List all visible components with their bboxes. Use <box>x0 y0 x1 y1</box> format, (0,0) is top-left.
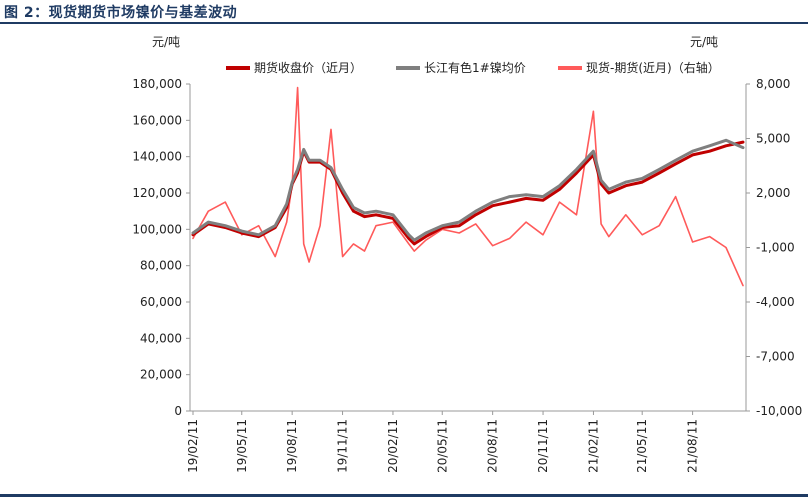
x-tick-label: 20/08/11 <box>486 419 500 473</box>
y-left-unit-label: 元/吨 <box>152 35 180 49</box>
y-left-tick-label: 60,000 <box>140 295 182 309</box>
x-tick-label: 21/08/11 <box>686 419 700 473</box>
x-tick-label: 21/02/11 <box>586 419 600 473</box>
y-right-unit-label: 元/吨 <box>690 35 718 49</box>
y-right-tick-label: -4,000 <box>756 295 795 309</box>
y-left-tick-label: 40,000 <box>140 331 182 345</box>
series-spot-line <box>191 138 745 242</box>
y-left-tick-label: 160,000 <box>132 113 182 127</box>
y-right-tick-label: 2,000 <box>756 186 790 200</box>
title-divider <box>0 22 808 24</box>
bottom-divider <box>0 494 808 497</box>
nickel-price-chart: 0 20,000 40,000 60,000 80,000 100,000 120,000 1… <box>132 35 802 473</box>
y-left-tick-label: 120,000 <box>132 186 182 200</box>
y-right-tick-label: -1,000 <box>756 241 795 255</box>
x-tick-label: 21/05/11 <box>635 419 649 473</box>
x-tick-label: 19/08/11 <box>285 419 299 473</box>
series-basis-line <box>192 86 744 287</box>
x-tick-label: 20/11/11 <box>536 419 550 473</box>
y-left-tick-label: 180,000 <box>132 77 182 91</box>
y-left-tick-label: 0 <box>174 404 182 418</box>
y-left-tick-label: 140,000 <box>132 150 182 164</box>
y-left-tick-label: 80,000 <box>140 259 182 273</box>
x-tick-label: 19/05/11 <box>235 419 249 473</box>
legend-basis-label: 现货-期货(近月)（右轴） <box>586 60 720 75</box>
x-tick-label: 19/11/11 <box>336 419 350 473</box>
y-right-tick-label: -10,000 <box>756 404 802 418</box>
legend-spot-label: 长江有色1#镍均价 <box>424 61 526 75</box>
legend-futures-label: 期货收盘价（近月） <box>254 60 362 75</box>
x-tick-label: 20/05/11 <box>435 419 449 473</box>
y-right-tick-label: 8,000 <box>756 77 790 91</box>
y-right-tick-label: 5,000 <box>756 132 790 146</box>
figure-title: 图 2：现货期货市场镍价与基差波动 <box>4 5 238 21</box>
y-right-tick-label: -7,000 <box>756 350 795 364</box>
x-tick-label: 20/02/11 <box>386 419 400 473</box>
y-left-tick-label: 20,000 <box>140 368 182 382</box>
y-left-tick-label: 100,000 <box>132 222 182 236</box>
x-tick-label: 19/02/11 <box>186 419 200 473</box>
